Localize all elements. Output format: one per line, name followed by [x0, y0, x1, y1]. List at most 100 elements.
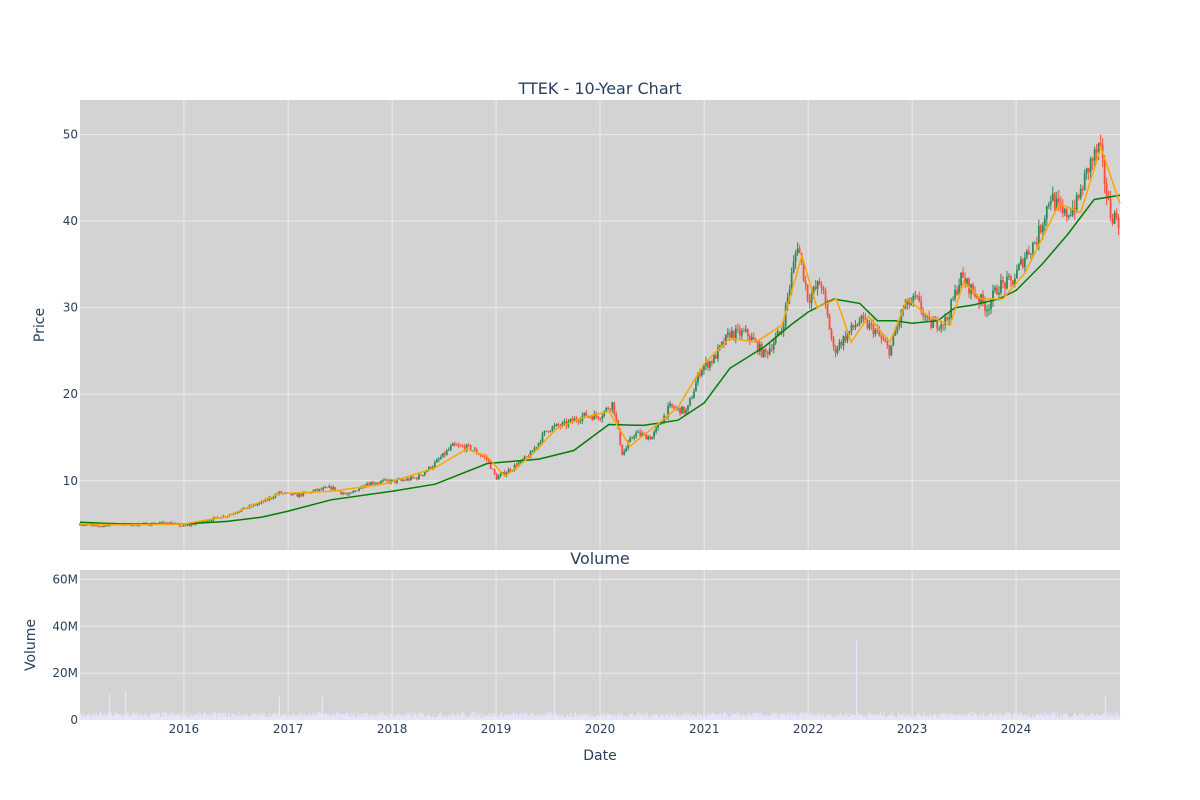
- volume-bar: [1087, 714, 1089, 720]
- volume-bar: [168, 714, 170, 720]
- volume-bar: [799, 712, 801, 720]
- volume-bar: [334, 716, 336, 720]
- volume-bar: [291, 716, 293, 720]
- price-candle-body: [1117, 217, 1120, 228]
- price-candle-body: [886, 341, 889, 346]
- volume-bar: [545, 713, 547, 720]
- price-candle-body: [573, 418, 576, 422]
- volume-bar: [908, 715, 910, 720]
- volume-bar: [626, 717, 628, 720]
- price-candle-body: [105, 525, 107, 526]
- price-candle-body: [449, 445, 452, 450]
- volume-bar: [844, 716, 846, 720]
- price-candle-body: [93, 525, 95, 527]
- volume-bar: [734, 713, 736, 720]
- price-candle-body: [996, 287, 998, 295]
- price-axis-title: Price: [32, 308, 48, 342]
- volume-bar: [103, 714, 105, 720]
- volume-bar: [610, 714, 612, 720]
- volume-bar: [926, 715, 928, 720]
- volume-bar: [359, 715, 361, 720]
- volume-bar: [779, 713, 781, 720]
- volume-bar: [529, 716, 531, 720]
- price-candle-body: [661, 422, 663, 425]
- volume-bar: [449, 716, 451, 720]
- volume-bar: [1011, 717, 1013, 720]
- price-candle-body: [1023, 257, 1026, 268]
- price-candle-body: [952, 298, 955, 300]
- volume-bar: [164, 712, 166, 720]
- volume-bar: [117, 713, 119, 720]
- price-candle-body: [354, 490, 356, 492]
- volume-bar: [891, 712, 893, 720]
- volume-bar: [153, 713, 155, 720]
- volume-bar: [921, 717, 923, 720]
- volume-bar: [739, 714, 741, 720]
- price-candle-body: [453, 443, 456, 445]
- volume-bar: [754, 713, 756, 720]
- price-candle-body: [926, 315, 929, 317]
- volume-bar: [1110, 714, 1112, 720]
- volume-bar: [942, 713, 944, 720]
- volume-bar: [498, 715, 500, 720]
- volume-bar: [285, 713, 287, 720]
- volume-bar: [159, 716, 161, 720]
- volume-bar: [738, 712, 740, 720]
- price-candle-body: [445, 450, 448, 455]
- volume-bar: [515, 716, 517, 720]
- volume-bar: [730, 717, 732, 720]
- volume-bar: [652, 714, 654, 720]
- volume-bar: [975, 713, 977, 720]
- volume-bar: [625, 717, 627, 720]
- volume-bar: [637, 712, 639, 720]
- price-candle-body: [870, 323, 873, 325]
- volume-bar: [934, 713, 936, 720]
- volume-bar: [720, 713, 722, 720]
- volume-bar: [394, 713, 396, 720]
- volume-bar: [603, 715, 605, 720]
- volume-bar: [312, 712, 314, 720]
- price-candle-body: [529, 451, 532, 458]
- price-candle-body: [551, 426, 554, 431]
- volume-bar: [482, 713, 484, 720]
- volume-bar: [296, 715, 298, 720]
- volume-bar: [228, 712, 230, 720]
- price-candle-body: [685, 409, 687, 414]
- price-candle-body: [1063, 209, 1066, 214]
- volume-bar: [97, 716, 99, 720]
- volume-bar: [297, 714, 299, 720]
- volume-bar: [1112, 714, 1114, 720]
- volume-bar: [910, 716, 912, 720]
- volume-bar: [659, 716, 661, 720]
- volume-bar: [445, 714, 447, 720]
- volume-bar: [914, 714, 916, 720]
- volume-bar: [764, 715, 766, 720]
- price-candle-body: [822, 288, 825, 291]
- volume-bar: [1065, 714, 1067, 720]
- volume-bar: [1054, 712, 1056, 720]
- volume-bar: [257, 715, 259, 720]
- volume-bar: [559, 716, 561, 720]
- volume-bar: [411, 717, 413, 720]
- volume-bar: [861, 714, 863, 720]
- volume-bar: [1040, 714, 1042, 720]
- volume-bar: [964, 717, 966, 720]
- price-candle-body: [206, 521, 209, 523]
- volume-bar: [998, 712, 1000, 720]
- volume-bar: [928, 717, 930, 720]
- price-candle-body: [497, 476, 500, 480]
- volume-bar: [334, 714, 336, 720]
- volume-bar: [1036, 713, 1038, 720]
- price-candle-body: [188, 524, 191, 526]
- volume-bar: [778, 716, 780, 720]
- volume-bar: [303, 712, 305, 720]
- price-candle-body: [894, 332, 897, 336]
- volume-bar: [689, 712, 691, 720]
- volume-bar: [505, 714, 507, 720]
- volume-bar: [903, 716, 905, 720]
- price-candle-body: [294, 493, 297, 495]
- volume-bar: [777, 717, 779, 720]
- volume-bar: [716, 715, 718, 720]
- volume-bar: [1097, 714, 1099, 720]
